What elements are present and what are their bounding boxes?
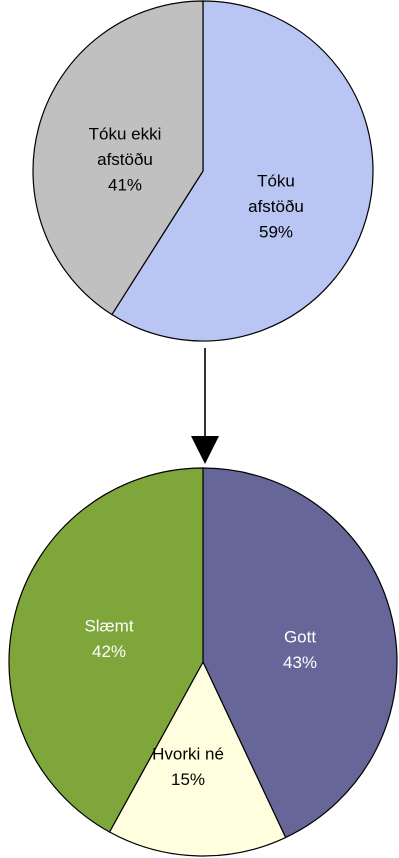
slice-label-line: Tóku ekki	[89, 125, 162, 144]
slice-label-gott: Gott 43%	[283, 627, 317, 672]
pie-slice-gott	[202, 467, 398, 839]
pie-slice-toku-ekki-afsto-u	[32, 0, 204, 316]
slice-label-line: Hvorki né	[152, 744, 224, 763]
pie-slice-sl-mt	[8, 467, 204, 833]
pie-chart-opinion: Gott 43% Hvorki né 15% Slæmt 42%	[8, 467, 398, 857]
flow-arrow	[191, 348, 219, 464]
slice-label-toku-ekki-afsto-u: Tóku ekki afstöðu 41%	[89, 125, 162, 195]
slice-label-line: 42%	[92, 642, 126, 661]
slice-label-sl-mt: Slæmt 42%	[84, 616, 133, 661]
pie-slice-hvorki-ne	[108, 660, 287, 857]
slice-label-line: 15%	[171, 770, 205, 789]
pie-slice-toku-afsto-u	[111, 0, 374, 342]
slice-label-line: 59%	[259, 223, 293, 242]
slice-label-line: Gott	[284, 627, 316, 646]
flow-arrow-head	[191, 436, 219, 464]
slice-label-hvorki-ne: Hvorki né 15%	[152, 744, 224, 789]
slice-label-line: afstöðu	[97, 150, 153, 169]
pie-chart-stance: Tóku afstöðu 59% Tóku ekki afstöðu 41%	[32, 0, 374, 342]
slice-label-line: Tóku	[257, 172, 295, 191]
slice-label-toku-afsto-u: Tóku afstöðu 59%	[248, 172, 304, 242]
slice-label-line: 41%	[108, 176, 142, 195]
slice-label-line: Slæmt	[84, 616, 133, 635]
slice-label-line: afstöðu	[248, 197, 304, 216]
slice-label-line: 43%	[283, 653, 317, 672]
